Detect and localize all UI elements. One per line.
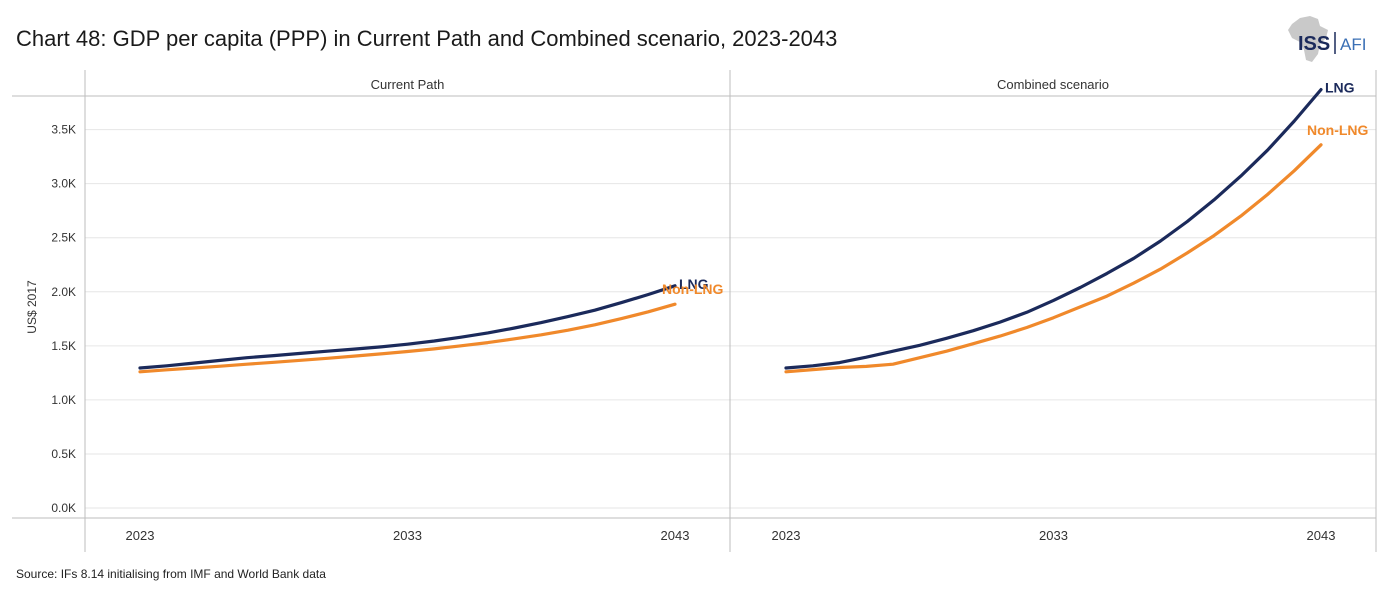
x-tick-label: 2033 [1039,528,1068,543]
logo-afi-text: AFI [1340,35,1366,54]
y-axis-title: US$ 2017 [25,280,39,334]
y-tick-label: 3.0K [51,177,76,191]
x-tick-label: 2023 [772,528,801,543]
y-tick-label: 0.5K [51,447,76,461]
y-tick-label: 2.0K [51,285,76,299]
y-tick-label: 0.0K [51,501,76,515]
y-tick-label: 1.5K [51,339,76,353]
series-end-label: Non-LNG [662,281,724,297]
panel-title: Current Path [371,77,445,92]
series-end-label: LNG [1325,80,1355,96]
y-tick-label: 1.0K [51,393,76,407]
series-line-lng [784,87,1323,370]
y-tick-label: 2.5K [51,231,76,245]
x-tick-label: 2023 [126,528,155,543]
panel-title: Combined scenario [997,77,1109,92]
series-line-lng [138,284,677,370]
series-end-label: Non-LNG [1307,122,1369,138]
x-tick-label: 2043 [661,528,690,543]
x-tick-label: 2043 [1307,528,1336,543]
x-tick-label: 2033 [393,528,422,543]
chart-title: Chart 48: GDP per capita (PPP) in Curren… [16,26,838,51]
series-end-label: LNG [679,276,709,292]
series-layer [138,87,1323,374]
source-note: Source: IFs 8.14 initialising from IMF a… [16,567,326,581]
iss-afi-logo: ISS AFI [1288,16,1366,62]
series-line-non-lng [784,143,1323,374]
africa-map-icon [1288,16,1328,62]
y-tick-label: 3.5K [51,123,76,137]
axis-layer: 0.0K 0.5K 1.0K 1.5K 2.0K 2.5K 3.0K 3.5K US$ 2017… [12,70,1377,552]
series-line-non-lng [138,302,677,374]
logo-iss-text: ISS [1298,33,1330,55]
